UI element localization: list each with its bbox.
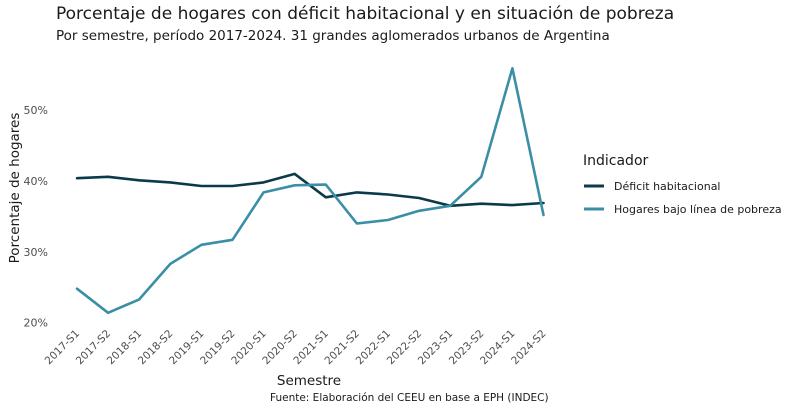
chart-title: Porcentaje de hogares con déficit habita… — [56, 4, 675, 24]
legend-label: Hogares bajo línea de pobreza — [614, 203, 782, 216]
x-tick-label: 2024-S2 — [509, 328, 548, 367]
y-tick-label: 50% — [24, 104, 48, 117]
y-tick-label: 20% — [24, 317, 48, 330]
legend: Indicador Déficit habitacional Hogares ba… — [583, 153, 782, 216]
y-axis-title: Porcentaje de hogares — [7, 113, 23, 264]
legend-title: Indicador — [583, 153, 649, 169]
legend-label: Déficit habitacional — [614, 180, 721, 193]
series-line-1 — [75, 172, 545, 208]
chart-subtitle: Por semestre, período 2017-2024. 31 gran… — [56, 28, 610, 44]
y-tick-label: 30% — [24, 246, 48, 259]
y-tick-label: 40% — [24, 175, 48, 188]
x-axis-title: Semestre — [277, 373, 341, 389]
chart-caption: Fuente: Elaboración del CEEU en base a E… — [270, 392, 549, 404]
series-line-2 — [75, 67, 545, 315]
